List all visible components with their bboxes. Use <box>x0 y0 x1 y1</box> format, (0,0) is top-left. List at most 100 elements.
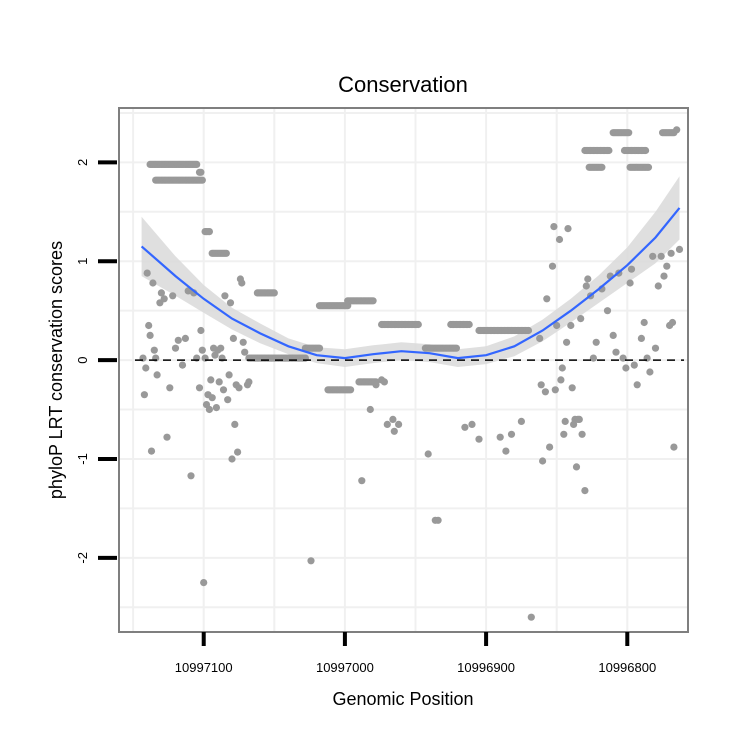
x-tick-label: 10997100 <box>175 660 233 675</box>
data-point <box>169 292 177 300</box>
y-tick-label: 1 <box>75 258 90 265</box>
data-point <box>424 450 432 458</box>
data-point <box>195 384 204 392</box>
data-point <box>163 433 171 441</box>
data-point <box>234 448 242 456</box>
data-point <box>541 388 550 396</box>
data-point <box>625 129 633 137</box>
data-point <box>646 368 654 376</box>
data-point <box>555 235 564 244</box>
data-point <box>307 557 315 565</box>
data-point <box>228 455 236 463</box>
data-point <box>358 477 366 485</box>
data-point <box>622 364 630 372</box>
x-tick-label: 10996800 <box>598 660 656 675</box>
data-point <box>200 579 208 587</box>
data-point <box>390 427 398 435</box>
data-point <box>150 346 158 354</box>
y-axis-label: phyloP LRT conservation scores <box>46 241 66 499</box>
data-point <box>598 163 606 171</box>
data-point <box>208 394 216 402</box>
data-point <box>581 487 589 495</box>
data-point <box>609 331 617 339</box>
data-point <box>146 331 154 339</box>
data-point <box>465 320 473 329</box>
data-point <box>140 391 148 399</box>
data-point <box>461 423 469 431</box>
data-point <box>675 245 684 253</box>
data-point <box>630 361 638 369</box>
data-point <box>619 354 627 362</box>
data-point <box>603 307 612 315</box>
data-point <box>219 386 228 394</box>
confidence-band <box>141 176 680 367</box>
data-point <box>564 225 572 233</box>
data-point <box>229 334 237 342</box>
data-point <box>642 146 650 155</box>
data-point <box>572 463 581 471</box>
data-point <box>651 344 660 352</box>
data-point <box>224 396 232 404</box>
plot-panel <box>119 108 688 632</box>
data-point <box>217 344 225 352</box>
data-point <box>238 279 246 287</box>
data-point <box>633 381 641 389</box>
data-point <box>221 292 229 300</box>
data-point <box>649 252 657 260</box>
data-point <box>575 415 583 423</box>
data-point <box>546 443 554 451</box>
data-point <box>468 420 476 428</box>
data-point <box>527 613 535 621</box>
data-point <box>560 430 568 438</box>
data-point <box>592 338 600 346</box>
data-point <box>270 289 278 297</box>
data-point <box>612 348 620 356</box>
data-point <box>434 516 442 524</box>
data-point <box>198 176 206 184</box>
data-point <box>577 315 585 323</box>
data-point <box>147 447 156 455</box>
data-point <box>568 384 576 392</box>
smooth-line-layer <box>140 207 681 360</box>
data-point <box>193 160 201 168</box>
data-point <box>657 252 665 260</box>
y-tick-label: -2 <box>75 552 90 564</box>
data-point <box>157 289 165 297</box>
data-point <box>644 163 653 171</box>
data-point <box>654 282 662 290</box>
data-point <box>171 344 180 352</box>
data-point <box>567 321 575 330</box>
data-point <box>181 334 189 342</box>
x-axis-label: Genomic Position <box>332 689 473 709</box>
chart-title: Conservation <box>338 72 468 97</box>
data-point <box>557 376 565 384</box>
data-point <box>366 405 374 414</box>
data-point <box>475 435 483 443</box>
y-tick-label: 0 <box>75 356 90 363</box>
data-point <box>502 447 510 455</box>
data-point <box>166 384 174 392</box>
data-point <box>212 404 220 412</box>
data-point <box>142 364 150 372</box>
data-point <box>578 430 586 438</box>
data-point <box>380 378 388 386</box>
data-point <box>226 299 235 307</box>
grid-lines <box>119 108 688 632</box>
data-point <box>198 346 206 354</box>
data-point <box>551 386 559 394</box>
data-point <box>207 376 215 384</box>
y-tick-label: 2 <box>75 159 90 166</box>
data-point <box>582 282 590 290</box>
data-point <box>670 443 678 451</box>
data-point <box>558 364 566 372</box>
data-point <box>584 275 592 283</box>
data-point <box>637 334 646 342</box>
data-point <box>197 168 205 176</box>
data-point <box>205 405 213 414</box>
data-point <box>536 334 544 342</box>
data-point <box>245 378 253 386</box>
data-point <box>524 326 533 335</box>
data-point <box>507 430 516 438</box>
data-point <box>550 223 558 231</box>
